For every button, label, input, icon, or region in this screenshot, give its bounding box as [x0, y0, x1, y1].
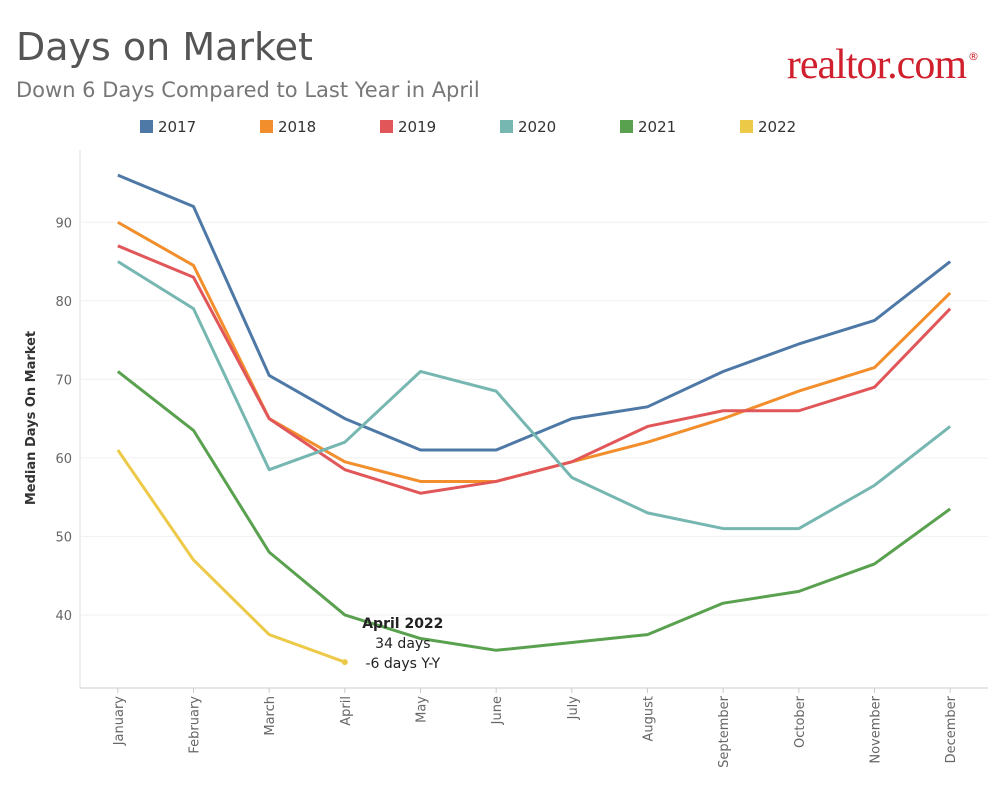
legend-swatch	[740, 120, 753, 133]
x-tick-label: October	[793, 695, 808, 748]
legend-swatch	[140, 120, 153, 133]
series-line	[116, 370, 952, 652]
series-line	[117, 260, 952, 531]
legend-swatch	[380, 120, 393, 133]
series-line	[117, 173, 952, 452]
chart-title: Days on Market	[16, 25, 313, 69]
annotation-text: April 2022	[362, 616, 443, 632]
series-line	[117, 220, 952, 483]
x-tick-label: August	[642, 696, 657, 742]
x-tick-label: March	[263, 696, 278, 736]
y-tick-label: 80	[55, 295, 72, 310]
annotation-text: 34 days	[375, 636, 430, 652]
series-line	[117, 244, 952, 495]
y-tick-label: 50	[55, 530, 72, 545]
series-line	[116, 449, 346, 664]
x-tick-label: July	[566, 696, 581, 721]
annotation-dot	[341, 659, 348, 666]
x-tick-label: December	[944, 695, 959, 763]
x-tick-label: June	[490, 696, 505, 725]
chart-subtitle: Down 6 Days Compared to Last Year in Apr…	[16, 78, 480, 102]
annotation-text: -6 days Y-Y	[365, 656, 440, 672]
legend-swatch	[260, 120, 273, 133]
legend-label: 2020	[518, 118, 556, 136]
x-tick-label: February	[188, 696, 203, 754]
y-tick-label: 90	[55, 216, 72, 231]
logo: realtor.com	[787, 42, 967, 88]
x-tick-label: May	[415, 696, 430, 723]
y-tick-label: 70	[55, 373, 72, 388]
x-tick-label: January	[112, 696, 127, 747]
legend-label: 2018	[278, 118, 316, 136]
legend-swatch	[500, 120, 513, 133]
legend-label: 2017	[158, 118, 196, 136]
legend-label: 2021	[638, 118, 676, 136]
y-tick-label: 40	[55, 609, 72, 624]
legend-label: 2019	[398, 118, 436, 136]
logo-mark: ®	[968, 50, 979, 63]
legend-label: 2022	[758, 118, 796, 136]
y-axis-label: Median Days On Market	[24, 331, 39, 505]
legend-swatch	[620, 120, 633, 133]
x-tick-label: April	[339, 696, 354, 726]
x-tick-label: November	[869, 695, 884, 763]
x-tick-label: September	[717, 695, 732, 768]
y-tick-label: 60	[55, 452, 72, 467]
